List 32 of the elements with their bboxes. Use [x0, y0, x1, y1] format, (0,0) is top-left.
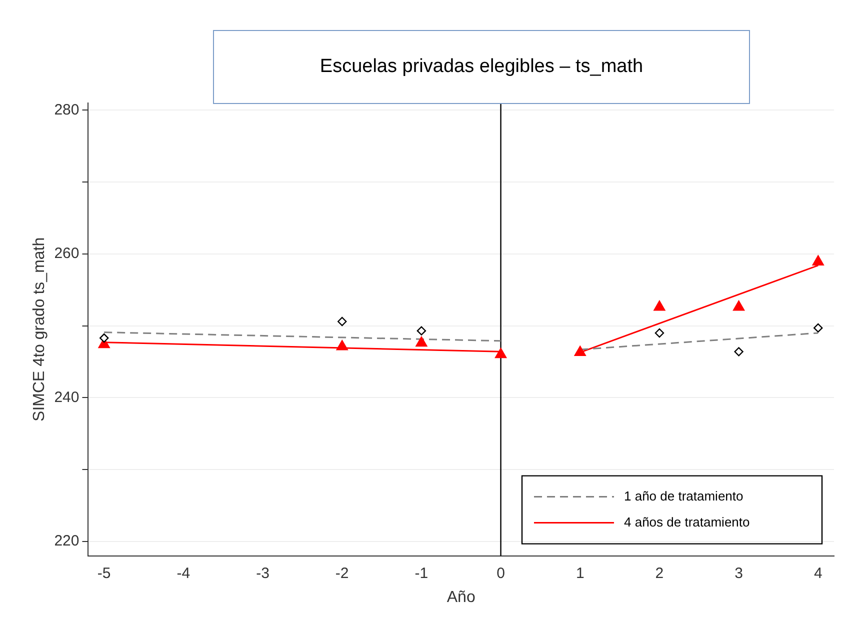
x-tick-label: -4	[176, 564, 190, 582]
x-tick-label: 4	[814, 564, 822, 582]
x-tick-label: 2	[655, 564, 664, 582]
x-tick-label: -5	[97, 564, 111, 582]
point	[654, 328, 664, 338]
point	[574, 346, 586, 356]
point	[416, 336, 428, 347]
chart-title: Escuelas privadas elegibles – ts_math	[213, 30, 750, 104]
y-axis-title: SIMCE 4to grado ts_math	[31, 237, 48, 422]
point	[99, 333, 109, 343]
point	[336, 340, 348, 350]
x-tick-label: -1	[414, 564, 428, 582]
x-axis-title: Año	[446, 588, 476, 606]
point	[654, 300, 666, 311]
y-tick-label: 220	[54, 532, 80, 550]
point	[733, 300, 745, 311]
x-tick-label: -3	[256, 564, 270, 582]
point	[734, 347, 744, 356]
y-tick-label: 240	[54, 388, 80, 406]
x-tick-label: 1	[576, 564, 584, 582]
x-tick-label: 3	[734, 564, 743, 582]
point	[814, 323, 823, 333]
x-tick-label: 0	[496, 564, 505, 582]
text: 1 año de tratamiento	[624, 488, 744, 504]
y-tick-label: 260	[54, 245, 80, 262]
point	[338, 316, 347, 326]
point	[416, 326, 426, 336]
point	[494, 348, 507, 358]
text: 4 años de tratamiento	[624, 514, 750, 530]
point	[812, 255, 824, 266]
x-tick-label: -2	[335, 564, 349, 582]
y-tick-label: 280	[54, 101, 80, 118]
